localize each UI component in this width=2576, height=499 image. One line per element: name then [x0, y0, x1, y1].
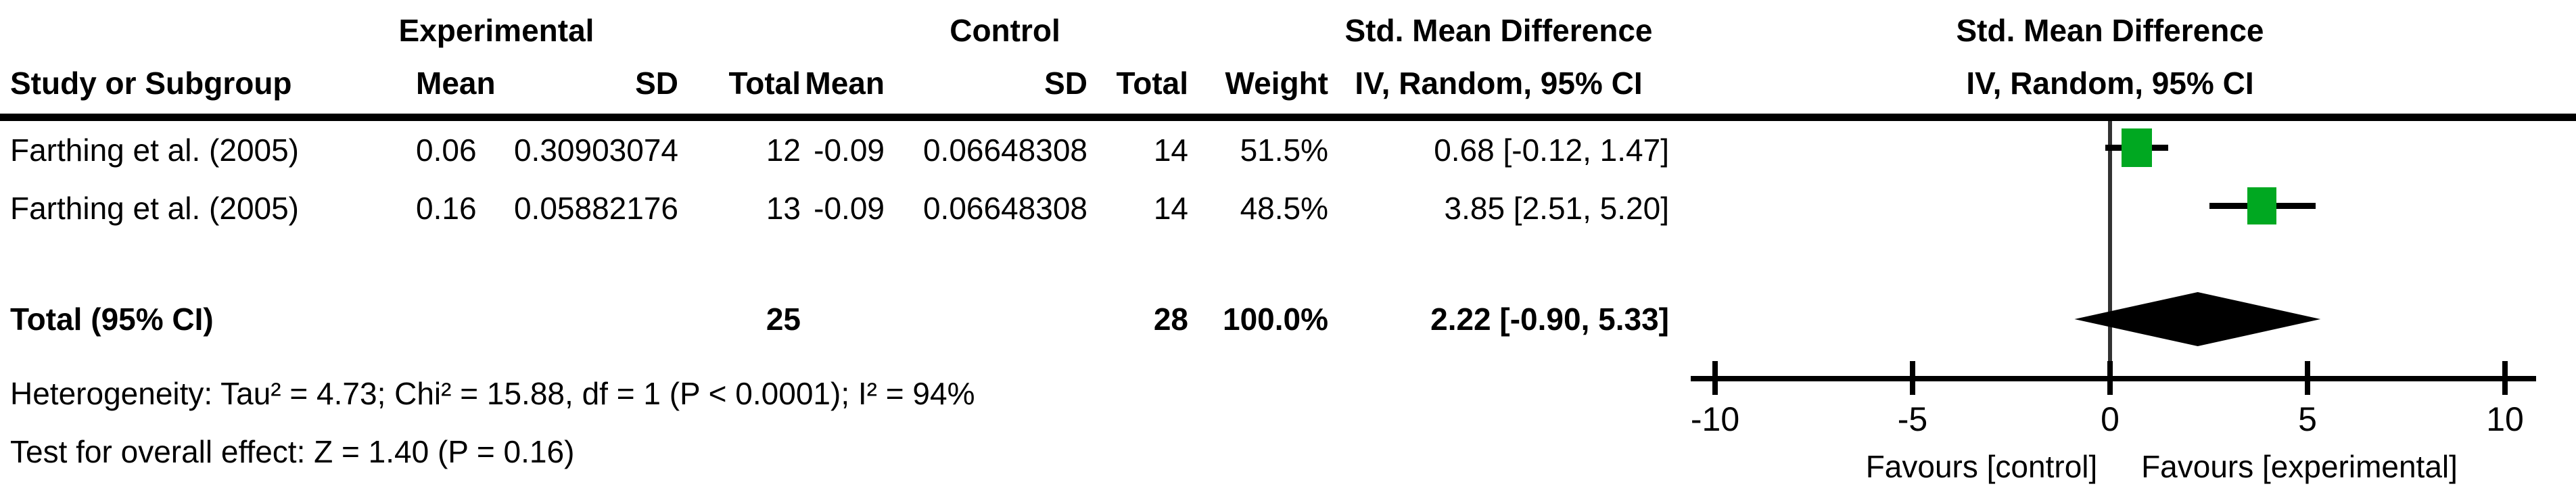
ctl-mean-value: -0.09: [814, 133, 885, 168]
study-effect-square: [2122, 128, 2153, 167]
ctl-sd-column-header: SD: [1044, 66, 1087, 101]
ci-text-value: 0.68 [-0.12, 1.47]: [1434, 133, 1669, 168]
total-exp-total-value: 25: [766, 302, 801, 337]
study-row: Farthing et al. (2005) 0.06 0.30903074 1…: [10, 129, 1674, 171]
x-axis-tick: [1910, 361, 1915, 395]
study-label: Farthing et al. (2005): [10, 191, 300, 226]
overall-effect-footnote: Test for overall effect: Z = 1.40 (P = 0…: [10, 434, 575, 469]
favours-experimental-label: Favours [experimental]: [2141, 449, 2458, 484]
x-axis-tick: [1712, 361, 1718, 395]
group-header-row: Experimental Control Std. Mean Differenc…: [10, 9, 1674, 51]
weight-value: 51.5%: [1240, 133, 1328, 168]
total-label: Total (95% CI): [10, 302, 214, 337]
exp-mean-value: 0.16: [416, 191, 477, 226]
study-column-header: Study or Subgroup: [10, 66, 292, 101]
x-axis-tick-label: -10: [1690, 400, 1740, 438]
weight-column-header: Weight: [1225, 66, 1328, 101]
total-spacer: [416, 298, 473, 340]
ci-column-header: IV, Random, 95% CI: [1355, 66, 1643, 101]
header-divider-rule: [0, 114, 2576, 121]
weight-value: 48.5%: [1240, 191, 1328, 226]
ctl-sd-value: 0.06648308: [922, 133, 1087, 168]
x-axis-tick-label: 5: [2298, 400, 2317, 438]
ctl-mean-column-header: Mean: [805, 66, 885, 101]
exp-mean-value: 0.06: [416, 133, 477, 168]
column-header-row: Study or Subgroup Mean SD Total Mean SD …: [10, 62, 1674, 104]
study-row: Farthing et al. (2005) 0.16 0.05882176 1…: [10, 187, 1674, 229]
group-header-spacer: [1188, 9, 1328, 51]
total-spacer: [801, 298, 885, 340]
exp-total-value: 13: [766, 191, 801, 226]
x-axis-tick: [2305, 361, 2310, 395]
total-row: Total (95% CI) 25 28 100.0% 2.22 [-0.90,…: [10, 298, 1674, 340]
exp-sd-value: 0.30903074: [513, 133, 678, 168]
study-label: Farthing et al. (2005): [10, 133, 300, 168]
group-header-spacer: [678, 9, 801, 51]
heterogeneity-footnote: Heterogeneity: Tau² = 4.73; Chi² = 15.88…: [10, 376, 975, 411]
ci-text-value: 3.85 [2.51, 5.20]: [1444, 191, 1670, 226]
exp-total-column-header: Total: [728, 66, 801, 101]
x-axis-tick: [2107, 361, 2113, 395]
x-axis-line: [1691, 376, 2536, 381]
x-axis-tick-label: 0: [2101, 400, 2120, 438]
zero-reference-line: [2108, 121, 2112, 394]
total-ci-text-value: 2.22 [-0.90, 5.33]: [1430, 302, 1669, 337]
total-ctl-total-value: 28: [1153, 302, 1188, 337]
ctl-total-column-header: Total: [1116, 66, 1188, 101]
exp-mean-column-header: Mean: [416, 66, 496, 101]
exp-sd-value: 0.05882176: [513, 191, 678, 226]
x-axis-tick: [2502, 361, 2508, 395]
ctl-sd-value: 0.06648308: [922, 191, 1087, 226]
x-axis-tick-label: 10: [2486, 400, 2524, 438]
experimental-group-header: Experimental: [398, 13, 594, 48]
exp-sd-column-header: SD: [635, 66, 678, 101]
exp-total-value: 12: [766, 133, 801, 168]
total-spacer: [473, 298, 678, 340]
ctl-total-value: 14: [1153, 133, 1188, 168]
plot-title-line1: Std. Mean Difference: [1956, 13, 2264, 48]
control-group-header: Control: [950, 13, 1060, 48]
x-axis-tick-label: -5: [1897, 400, 1928, 438]
total-spacer: [885, 298, 1087, 340]
plot-title-line2: IV, Random, 95% CI: [1966, 66, 2254, 101]
study-effect-square: [2247, 187, 2277, 224]
smd-group-header: Std. Mean Difference: [1344, 13, 1653, 48]
ctl-total-value: 14: [1153, 191, 1188, 226]
ctl-mean-value: -0.09: [814, 191, 885, 226]
total-weight-value: 100.0%: [1222, 302, 1328, 337]
group-header-spacer: [10, 9, 416, 51]
favours-control-label: Favours [control]: [1865, 449, 2098, 484]
